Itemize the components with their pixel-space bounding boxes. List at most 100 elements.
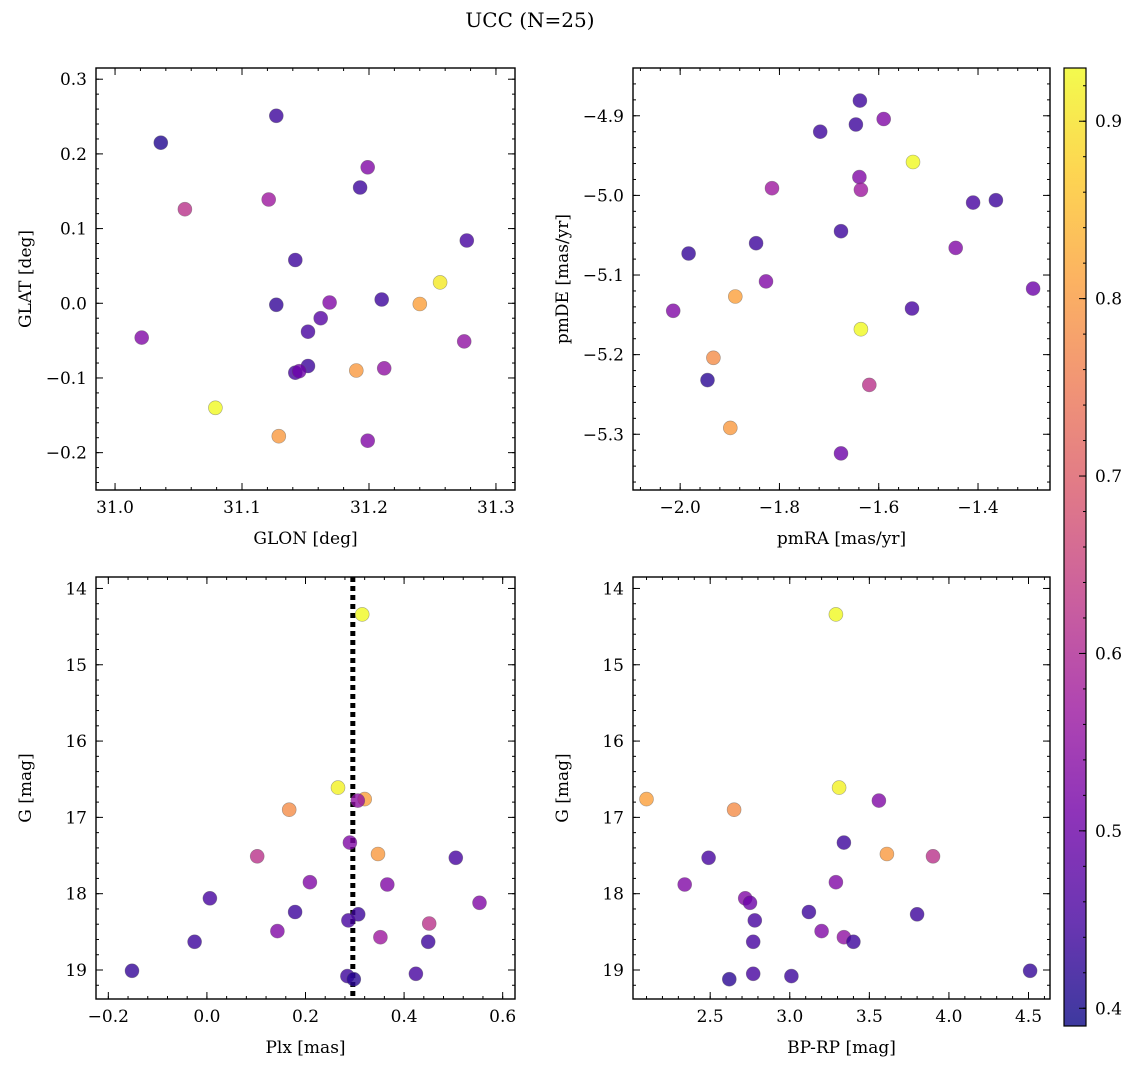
scatter-point bbox=[360, 160, 376, 175]
scatter-point bbox=[291, 363, 307, 379]
scatter-point bbox=[472, 895, 487, 911]
scatter-point bbox=[706, 350, 721, 366]
scatter-point bbox=[677, 877, 693, 892]
scatter-point bbox=[836, 835, 852, 850]
y-axis-label: G [mag] bbox=[553, 753, 573, 822]
scatter-point bbox=[745, 966, 761, 982]
scatter-points bbox=[134, 108, 475, 449]
scatter-point bbox=[639, 791, 654, 807]
x-tick-label: 3.5 bbox=[856, 1007, 883, 1027]
y-tick-label: 0.0 bbox=[60, 294, 87, 314]
scatter-point bbox=[432, 275, 448, 290]
scatter-point bbox=[948, 240, 964, 256]
scatter-point bbox=[287, 904, 303, 920]
y-tick-label: −5.3 bbox=[583, 425, 624, 445]
x-tick-label: 0.6 bbox=[489, 1007, 516, 1027]
scatter-point bbox=[852, 169, 867, 185]
y-tick-label: −5.1 bbox=[583, 266, 624, 286]
scatter-point bbox=[374, 292, 390, 307]
y-tick-label: 17 bbox=[65, 808, 87, 828]
colorbar-tick-label: 0.8 bbox=[1095, 290, 1122, 310]
scatter-point bbox=[348, 363, 364, 378]
colorbar-tick-label: 0.9 bbox=[1095, 112, 1122, 132]
x-tick-label: 31.0 bbox=[96, 498, 134, 518]
scatter-point bbox=[727, 289, 743, 304]
x-tick-label: 2.5 bbox=[697, 1007, 724, 1027]
axes-frame bbox=[632, 67, 1051, 491]
x-axis-label: GLON [deg] bbox=[253, 529, 357, 549]
figure-title: UCC (N=25) bbox=[465, 8, 594, 32]
scatter-point bbox=[852, 93, 868, 108]
y-tick-label: 17 bbox=[602, 808, 624, 828]
y-axis-label: G [mag] bbox=[16, 753, 36, 822]
scatter-point bbox=[876, 111, 892, 127]
scatter-point bbox=[905, 154, 921, 170]
axes-frame bbox=[632, 576, 1051, 1000]
y-tick-label: 0.3 bbox=[60, 70, 87, 90]
scatter-point bbox=[909, 906, 925, 922]
scatter-point bbox=[833, 223, 849, 239]
y-tick-label: −4.9 bbox=[583, 107, 624, 127]
y-tick-label: 18 bbox=[65, 885, 87, 905]
x-axis-label: BP-RP [mag] bbox=[787, 1038, 896, 1058]
scatter-point bbox=[313, 310, 329, 326]
scatter-point bbox=[758, 274, 774, 289]
scatter-point bbox=[1022, 963, 1038, 979]
scatter-point bbox=[287, 252, 303, 268]
scatter-point bbox=[187, 934, 202, 950]
scatter-point bbox=[745, 934, 761, 950]
scatter-points bbox=[665, 93, 1041, 461]
panel-cmd: 2.5 3.0 3.5 4.0 4.5 14 15 16 17 18 19 BP-RP [mag] G … bbox=[553, 576, 1051, 1058]
scatter-point bbox=[370, 846, 386, 862]
y-tick-label: 0.1 bbox=[60, 220, 87, 240]
x-axis-label: Plx [mas] bbox=[265, 1038, 345, 1058]
scatter-point bbox=[330, 780, 346, 795]
scatter-point bbox=[722, 420, 738, 436]
scatter-point bbox=[846, 934, 861, 950]
panels: 31.0 31.1 31.2 31.3 −0.2 −0.1 0.0 0.1 0.2 0.3 GLON… bbox=[16, 67, 1051, 1058]
y-axis-label: pmDE [mas/yr] bbox=[553, 214, 573, 344]
scatter-point bbox=[268, 297, 284, 313]
scatter-point bbox=[784, 968, 799, 984]
axis-ticks bbox=[96, 577, 515, 999]
scatter-point bbox=[853, 182, 869, 198]
x-tick-label: −1.6 bbox=[858, 498, 899, 518]
colorbar-tick-label: 0.5 bbox=[1095, 822, 1122, 842]
x-tick-label: 0.2 bbox=[292, 1007, 319, 1027]
scatter-point bbox=[904, 301, 920, 316]
scatter-point bbox=[871, 793, 887, 808]
y-axis-label: GLAT [deg] bbox=[16, 230, 36, 328]
scatter-point bbox=[831, 780, 847, 795]
scatter-point bbox=[208, 400, 223, 416]
y-tick-label: 19 bbox=[65, 961, 87, 981]
panel-plx_g: −0.2 0.0 0.2 0.4 0.6 14 15 16 17 18 19 Plx [mas] G [… bbox=[16, 576, 516, 1058]
y-tick-label: −5.0 bbox=[583, 186, 624, 206]
y-tick-label: −5.2 bbox=[583, 346, 624, 366]
scatter-point bbox=[341, 913, 356, 928]
x-tick-label: 31.1 bbox=[223, 498, 261, 518]
colorbar-tick-label: 0.4 bbox=[1095, 999, 1122, 1019]
scatter-point bbox=[177, 201, 193, 217]
x-tick-label: 4.0 bbox=[935, 1007, 962, 1027]
axes-frame bbox=[95, 576, 516, 1000]
y-tick-label: 18 bbox=[602, 885, 624, 905]
scatter-point bbox=[360, 433, 376, 449]
scatter-point bbox=[721, 971, 737, 987]
scatter-point bbox=[373, 929, 388, 945]
scatter-point bbox=[665, 303, 681, 319]
scatter-point bbox=[376, 360, 392, 376]
scatter-point bbox=[281, 802, 297, 818]
x-tick-label: 3.0 bbox=[776, 1007, 803, 1027]
scatter-point bbox=[1025, 281, 1041, 296]
y-tick-label: 16 bbox=[602, 732, 624, 752]
colorbar-tick-label: 0.7 bbox=[1095, 467, 1122, 487]
scatter-point bbox=[379, 877, 395, 892]
x-tick-label: −0.2 bbox=[88, 1007, 129, 1027]
y-tick-label: 16 bbox=[65, 732, 87, 752]
x-tick-label: 0.4 bbox=[391, 1007, 418, 1027]
scatter-point bbox=[300, 324, 316, 340]
y-tick-label: 19 bbox=[602, 961, 624, 981]
scatter-point bbox=[861, 377, 877, 393]
scatter-point bbox=[249, 848, 265, 864]
y-tick-label: 0.2 bbox=[60, 145, 87, 165]
